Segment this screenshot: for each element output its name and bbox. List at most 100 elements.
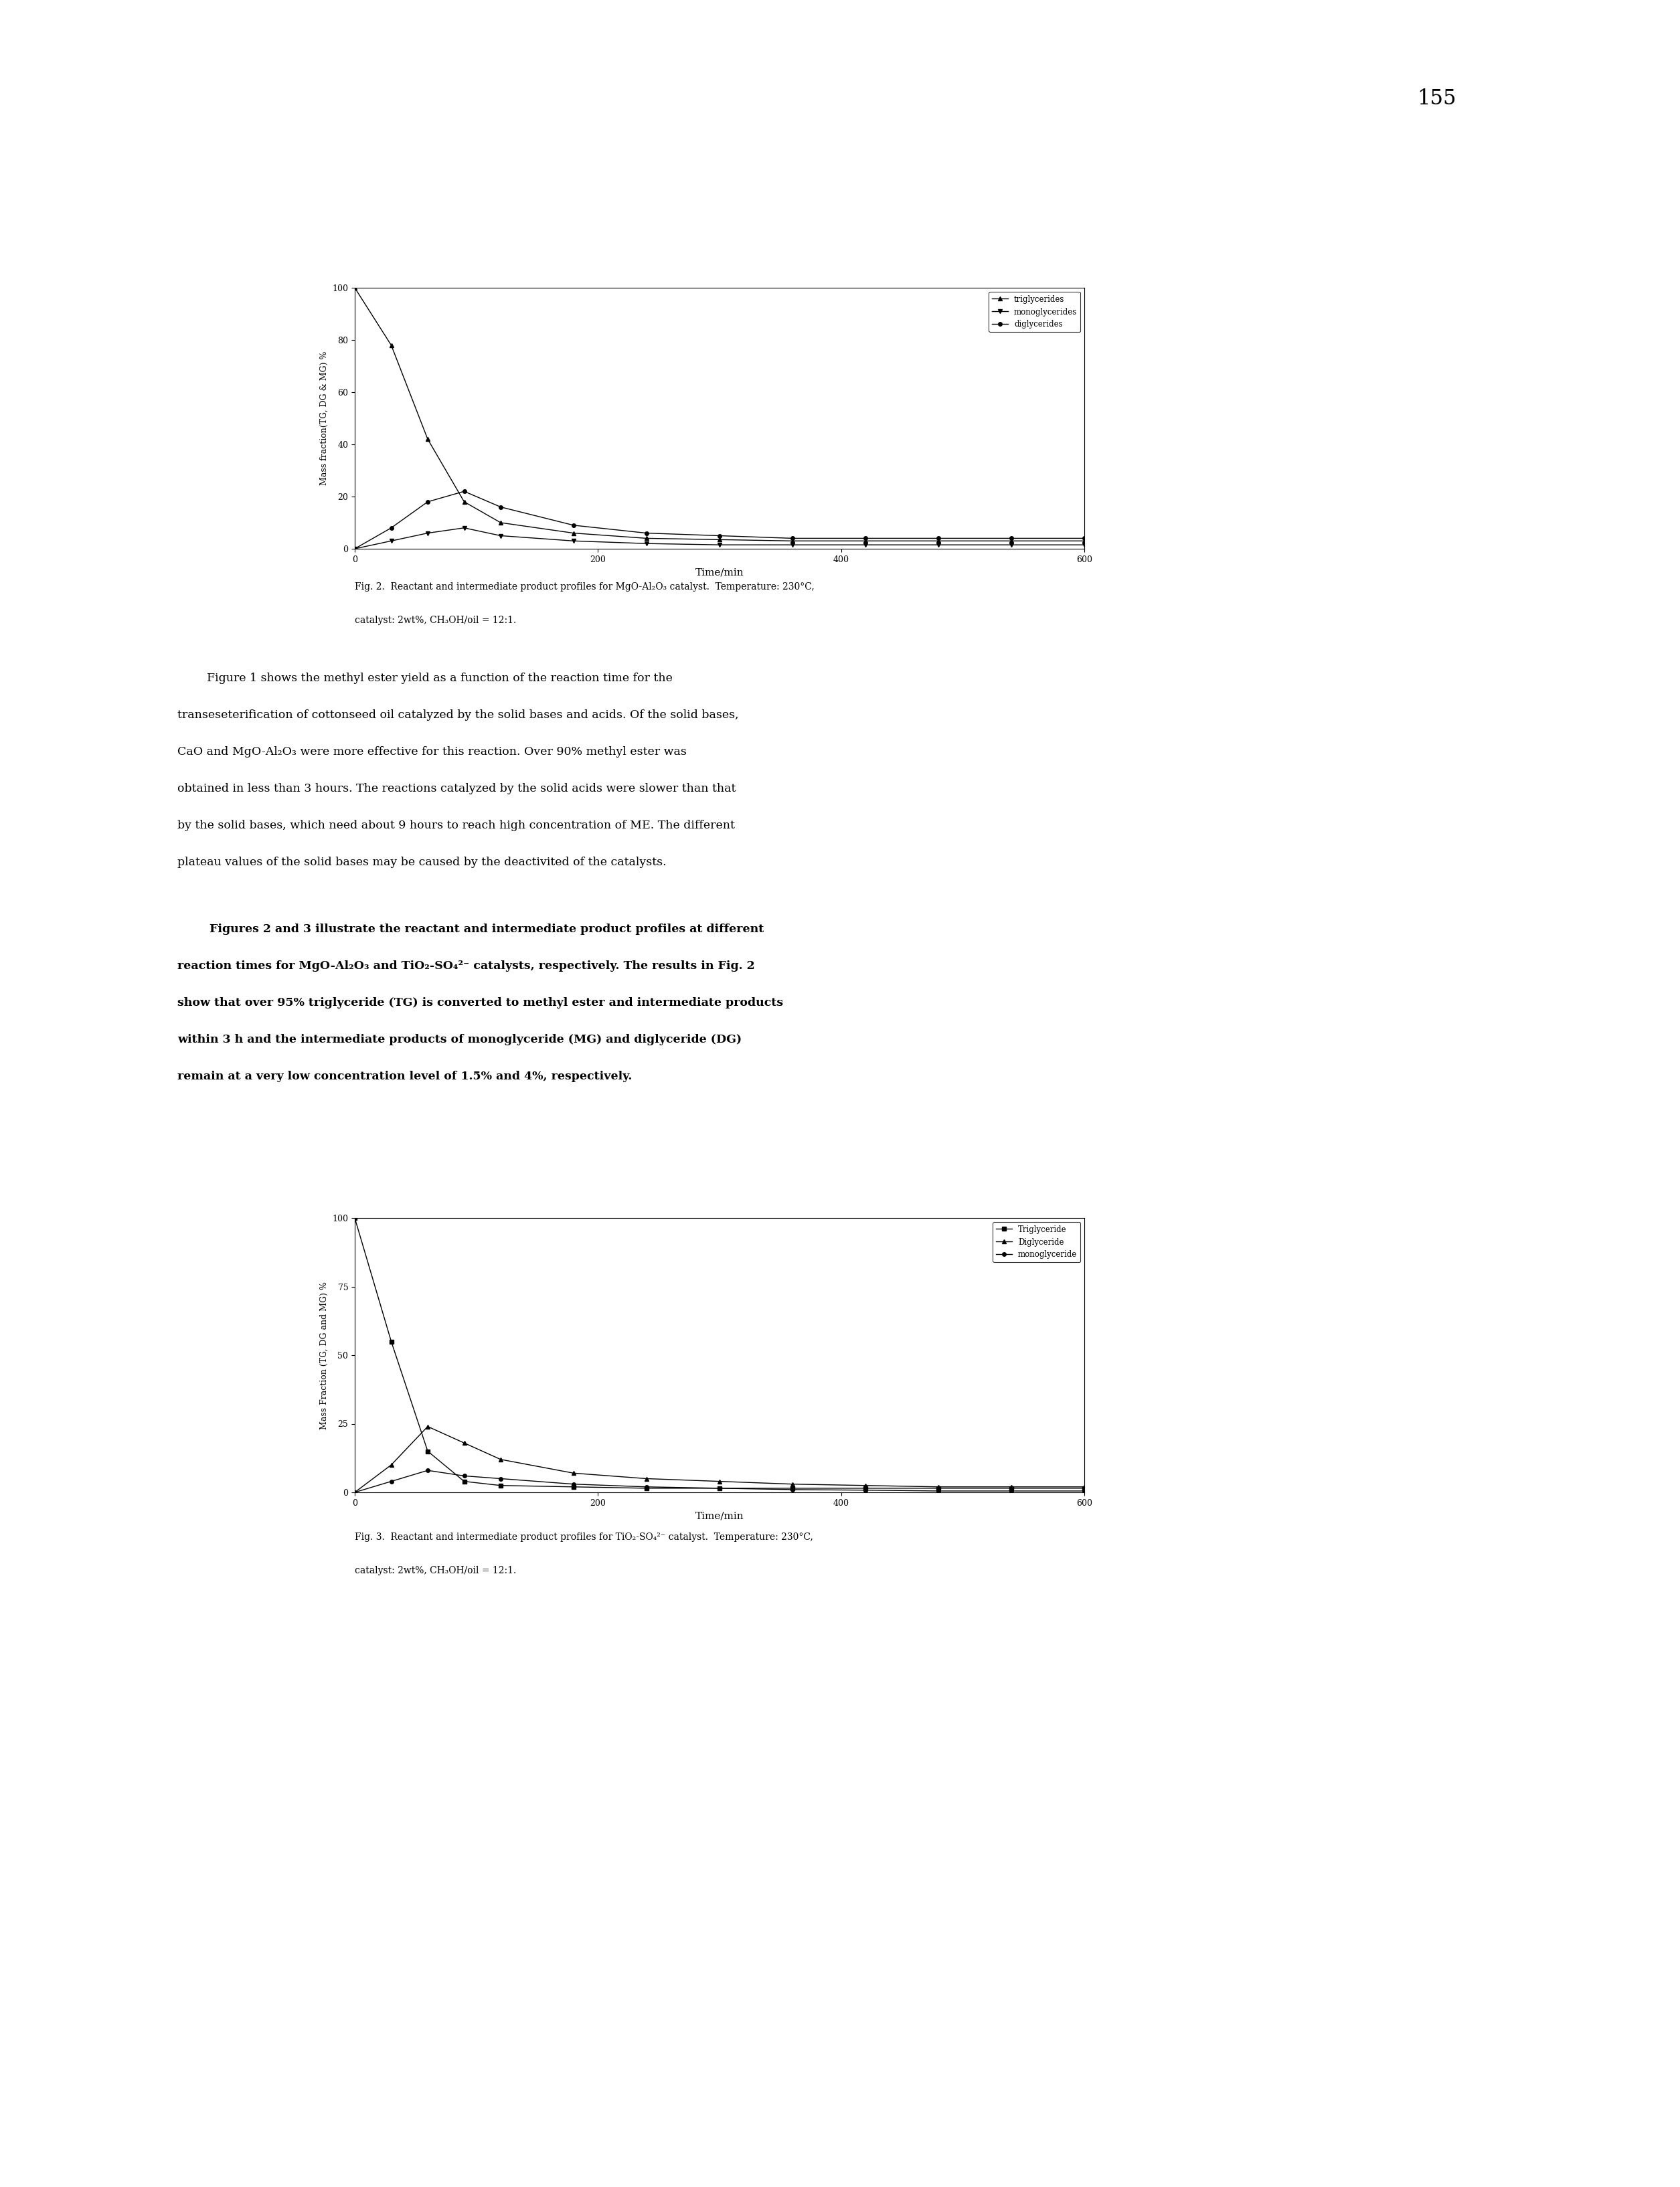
diglycerides [1001,525,1021,551]
triglycerides [709,527,729,553]
Triglyceride [381,1328,402,1354]
diglycerides [491,494,511,521]
Text: within 3 h and the intermediate products of monoglyceride (MG) and diglyceride (: within 3 h and the intermediate products… [178,1034,741,1045]
monoglyceride [637,1474,657,1500]
monoglyceride [855,1476,875,1502]
Diglyceride [637,1465,657,1492]
Diglyceride [783,1472,803,1498]
Triglyceride [1001,1474,1021,1500]
Text: Figures 2 and 3 illustrate the reactant and intermediate product profiles at dif: Figures 2 and 3 illustrate the reactant … [178,923,764,934]
Line: triglycerides: triglycerides [353,286,1087,542]
Text: reaction times for MgO-Al₂O₃ and TiO₂-SO₄²⁻ catalysts, respectively. The results: reaction times for MgO-Al₂O₃ and TiO₂-SO… [178,960,754,971]
Diglyceride [491,1446,511,1472]
Diglyceride [855,1472,875,1498]
monoglycerides [418,521,438,547]
monoglycerides [454,514,474,540]
monoglycerides [855,531,875,558]
Diglyceride [454,1430,474,1457]
Line: diglycerides: diglycerides [353,490,1087,551]
Text: obtained in less than 3 hours. The reactions catalyzed by the solid acids were s: obtained in less than 3 hours. The react… [178,783,736,794]
Triglyceride [418,1439,438,1465]
Triglyceride [855,1474,875,1500]
Triglyceride [709,1474,729,1500]
Triglyceride [563,1474,583,1500]
Line: monoglyceride: monoglyceride [353,1467,1087,1494]
monoglycerides [1001,531,1021,558]
Triglyceride [344,1205,365,1231]
Y-axis label: Mass Fraction (TG, DG and MG) %: Mass Fraction (TG, DG and MG) % [319,1282,329,1428]
Diglyceride [1001,1474,1021,1500]
Triglyceride [491,1472,511,1498]
Text: CaO and MgO-Al₂O₃ were more effective for this reaction. Over 90% methyl ester w: CaO and MgO-Al₂O₃ were more effective fo… [178,746,687,757]
triglycerides [1074,527,1094,553]
monoglyceride [381,1467,402,1494]
monoglycerides [929,531,949,558]
Diglyceride [381,1452,402,1478]
triglycerides [1001,527,1021,553]
Line: monoglycerides: monoglycerides [353,527,1087,551]
diglycerides [344,536,365,562]
triglycerides [855,527,875,553]
Text: by the solid bases, which need about 9 hours to reach high concentration of ME. : by the solid bases, which need about 9 h… [178,820,734,831]
monoglyceride [929,1478,949,1505]
Text: Fig. 3.  Reactant and intermediate product profiles for TiO₂-SO₄²⁻ catalyst.  Te: Fig. 3. Reactant and intermediate produc… [354,1533,813,1542]
Text: catalyst: 2wt%, CH₃OH/oil = 12:1.: catalyst: 2wt%, CH₃OH/oil = 12:1. [354,617,516,625]
diglycerides [709,523,729,549]
monoglyceride [783,1476,803,1502]
diglycerides [855,525,875,551]
triglycerides [929,527,949,553]
diglycerides [454,479,474,505]
monoglyceride [709,1474,729,1500]
monoglycerides [709,531,729,558]
Line: Triglyceride: Triglyceride [353,1216,1087,1489]
Text: plateau values of the solid bases may be caused by the deactivited of the cataly: plateau values of the solid bases may be… [178,857,667,868]
monoglyceride [344,1478,365,1505]
monoglycerides [563,527,583,553]
Triglyceride [929,1474,949,1500]
monoglyceride [1074,1478,1094,1505]
Diglyceride [929,1474,949,1500]
X-axis label: Time/min: Time/min [696,569,744,577]
Line: Diglyceride: Diglyceride [353,1424,1087,1494]
triglycerides [783,527,803,553]
monoglyceride [491,1465,511,1492]
diglycerides [929,525,949,551]
Triglyceride [454,1467,474,1494]
Text: remain at a very low concentration level of 1.5% and 4%, respectively.: remain at a very low concentration level… [178,1072,632,1083]
diglycerides [563,512,583,538]
triglycerides [454,488,474,514]
diglycerides [1074,525,1094,551]
Triglyceride [637,1474,657,1500]
triglycerides [637,525,657,551]
Text: show that over 95% triglyceride (TG) is converted to methyl ester and intermedia: show that over 95% triglyceride (TG) is … [178,997,783,1008]
diglycerides [637,521,657,547]
Diglyceride [418,1413,438,1439]
monoglycerides [637,531,657,558]
monoglyceride [418,1457,438,1483]
monoglycerides [783,531,803,558]
triglycerides [563,521,583,547]
triglycerides [344,276,365,302]
Diglyceride [344,1478,365,1505]
Triglyceride [783,1474,803,1500]
Text: transeseterification of cottonseed oil catalyzed by the solid bases and acids. O: transeseterification of cottonseed oil c… [178,709,739,722]
Text: Fig. 2.  Reactant and intermediate product profiles for MgO-Al₂O₃ catalyst.  Tem: Fig. 2. Reactant and intermediate produc… [354,582,815,593]
Diglyceride [709,1467,729,1494]
Triglyceride [1074,1474,1094,1500]
monoglyceride [1001,1478,1021,1505]
diglycerides [381,514,402,540]
triglycerides [381,332,402,359]
Diglyceride [563,1461,583,1487]
diglycerides [783,525,803,551]
monoglycerides [381,527,402,553]
triglycerides [418,426,438,453]
Y-axis label: Mass fraction(TG, DG & MG) %: Mass fraction(TG, DG & MG) % [319,352,329,486]
monoglycerides [1074,531,1094,558]
Legend: Triglyceride, Diglyceride, monoglyceride: Triglyceride, Diglyceride, monoglyceride [993,1223,1080,1262]
Legend: triglycerides, monoglycerides, diglycerides: triglycerides, monoglycerides, diglyceri… [990,291,1080,332]
monoglycerides [491,523,511,549]
monoglycerides [344,536,365,562]
Text: Figure 1 shows the methyl ester yield as a function of the reaction time for the: Figure 1 shows the methyl ester yield as… [178,674,672,685]
X-axis label: Time/min: Time/min [696,1511,744,1520]
Text: 155: 155 [1416,87,1457,109]
